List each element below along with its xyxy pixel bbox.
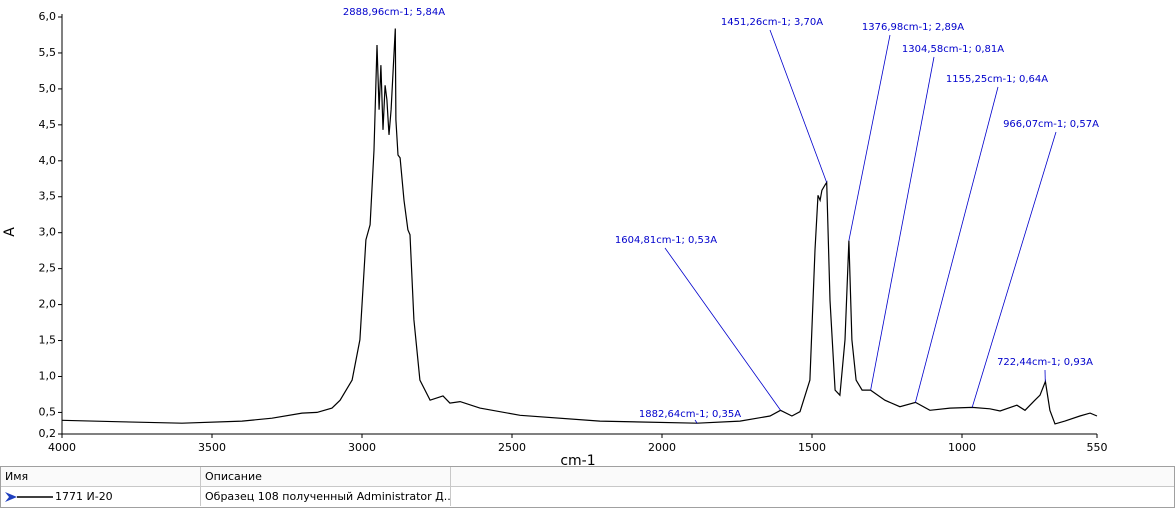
table-row[interactable]: 1771 И-20 Образец 108 полученный Adminis…: [1, 487, 1174, 506]
annotation-label: 1604,81cm-1; 0,53A: [615, 235, 717, 246]
name-cell: 1771 И-20: [1, 487, 201, 506]
annotation-label: 1451,26cm-1; 3,70A: [721, 17, 823, 28]
series-table: Имя Описание 1771 И-20 Образец 108 получ…: [0, 466, 1175, 508]
chart: A cm-1 0,2 0,5 1,0 1,5 2,0 2,5 3,0 3,5 4,0 4,5 5,0…: [0, 0, 1175, 466]
y-tick-label: 4,0: [39, 154, 57, 167]
y-tick-label: 0,5: [39, 405, 57, 418]
y-tick-label: 1,0: [39, 369, 57, 382]
x-tick-label: 3000: [348, 441, 376, 454]
y-tick-label: 2,5: [39, 262, 57, 275]
x-tick-label: 2000: [648, 441, 676, 454]
x-tick-label: 1000: [948, 441, 976, 454]
x-tick-label: 4000: [48, 441, 76, 454]
annotation-leader: [770, 30, 827, 182]
series-name: 1771 И-20: [55, 490, 113, 503]
header-cell[interactable]: Имя: [1, 467, 201, 486]
y-tick-label: 3,5: [39, 190, 57, 203]
annotation-leader: [915, 87, 998, 402]
series-icon: [3, 491, 55, 503]
annotation-label: 1882,64cm-1; 0,35A: [639, 409, 741, 420]
annotation-label: 2888,96cm-1; 5,84A: [343, 7, 445, 18]
x-tick-label: 2500: [498, 441, 526, 454]
annotation-label: 1376,98cm-1; 2,89A: [862, 22, 964, 33]
y-tick-label: 5,5: [39, 46, 57, 59]
y-tick-label: 0,2: [39, 427, 57, 440]
annotation-label: 1155,25cm-1; 0,64A: [946, 74, 1048, 85]
annotation-label: 722,44cm-1; 0,93A: [997, 357, 1093, 368]
y-tick-label: 2,0: [39, 298, 57, 311]
annotation-leader: [871, 57, 934, 390]
annotation-leader: [849, 35, 890, 241]
x-tick-label: 1500: [798, 441, 826, 454]
y-tick-label: 1,5: [39, 334, 57, 347]
y-tick-label: 6,0: [39, 10, 57, 23]
y-axis-label: A: [2, 227, 18, 237]
annotation-leader: [665, 248, 781, 410]
y-tick-label: 4,5: [39, 118, 57, 131]
y-tick-label: 5,0: [39, 82, 57, 95]
x-tick-label: 3500: [198, 441, 226, 454]
annotation-label: 966,07cm-1; 0,57A: [1003, 119, 1099, 130]
y-tick-label: 3,0: [39, 226, 57, 239]
annotation-label: 1304,58cm-1; 0,81A: [902, 44, 1004, 55]
description-cell: Образец 108 полученный Administrator Д..…: [201, 487, 451, 506]
x-axis-label: cm-1: [560, 453, 595, 466]
x-tick-label: 550: [1087, 441, 1108, 454]
spectrum-line: [62, 29, 1097, 424]
header-cell[interactable]: Описание: [201, 467, 451, 486]
table-header: Имя Описание: [1, 467, 1174, 487]
